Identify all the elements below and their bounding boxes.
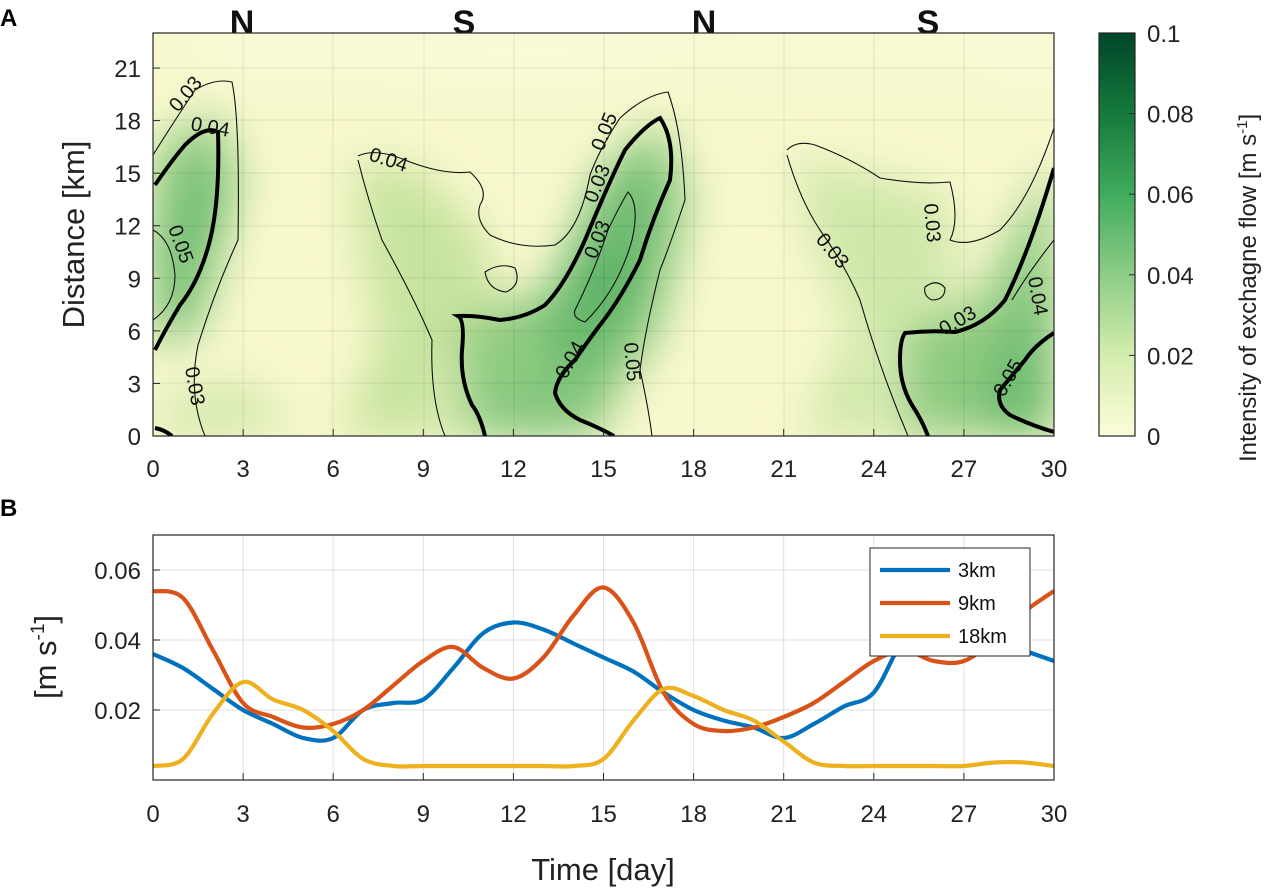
heatmap-y-tick-label: 3 (128, 371, 141, 398)
colorbar-tick-label: 0 (1147, 424, 1160, 451)
line-plot-x-tick-label: 9 (417, 801, 430, 828)
heatmap-x-tick-label: 12 (500, 456, 527, 483)
colorbar-gradient (1098, 32, 1136, 437)
heatmap-x-tick-label: 15 (590, 456, 617, 483)
line-plot-x-tick-label: 15 (590, 801, 617, 828)
colorbar-tick-label: 0.02 (1147, 343, 1194, 370)
heatmap-y-tick-label: 21 (114, 56, 141, 83)
heatmap-x-tick-label: 27 (951, 456, 978, 483)
colorbar-ticks: 0 0.02 0.04 0.06 0.08 0.1 (1129, 21, 1194, 451)
heatmap-y-tick-label: 18 (114, 109, 141, 136)
line-plot-y-axis-label: [m s-1] (28, 615, 63, 699)
heatmap-y-tick-label: 0 (128, 424, 141, 451)
line-plot-x-tick-label: 30 (1041, 801, 1068, 828)
line-plot-x-tick-label: 18 (680, 801, 707, 828)
contour-label: 0.03 (919, 203, 944, 244)
legend: 3km 9km 18km (869, 547, 1031, 657)
heatmap-x-tick-label: 3 (236, 456, 249, 483)
heatmap-x-tick-label: 6 (327, 456, 340, 483)
line-plot-y-tick-label: 0.04 (94, 628, 141, 655)
line-plot-x-tick-label: 6 (327, 801, 340, 828)
heatmap-x-tick-label: 18 (680, 456, 707, 483)
line-plot: 0 3 6 9 12 15 18 21 24 27 30 0.02 0.04 0.06 Time [day… (28, 534, 1067, 887)
colorbar-tick-label: 0.04 (1147, 263, 1194, 290)
series-line-18km (153, 679, 1054, 769)
legend-label-18km: 18km (958, 626, 1007, 648)
heatmap-y-tick-label: 9 (128, 266, 141, 293)
line-plot-x-tick-label: 24 (860, 801, 887, 828)
line-plot-y-tick-label: 0.02 (94, 698, 141, 725)
contour-label: 0.05 (619, 342, 644, 383)
heatmap-y-tick-label: 15 (114, 161, 141, 188)
line-plot-x-tick-label: 0 (146, 801, 159, 828)
colorbar-tick-label: 0.06 (1147, 182, 1194, 209)
line-plot-axes: 0 3 6 9 12 15 18 21 24 27 30 0.02 0.04 0.06 (94, 558, 1067, 828)
colorbar: 0 0.02 0.04 0.06 0.08 0.1 Intensity of exchag… (1098, 21, 1262, 462)
heatmap-grid (153, 33, 1054, 436)
colorbar-tick-label: 0.08 (1147, 102, 1194, 129)
panel-a-label: A (0, 5, 17, 32)
panel-b-label: B (0, 495, 17, 522)
line-plot-y-tick-label: 0.06 (94, 558, 141, 585)
heatmap-y-tick-label: 6 (128, 319, 141, 346)
legend-label-3km: 3km (958, 560, 996, 582)
colorbar-label: Intensity of exchagne flow [m s-1] (1234, 114, 1262, 462)
heatmap-x-tick-label: 24 (860, 456, 887, 483)
contours-thin (153, 80, 1054, 436)
heatmap-y-axis-label: Distance [km] (56, 141, 91, 329)
heatmap-x-tick-label: 30 (1041, 456, 1068, 483)
colorbar-tick-label: 0.1 (1147, 21, 1180, 48)
line-plot-x-tick-label: 21 (770, 801, 797, 828)
heatmap-x-tick-label: 9 (417, 456, 430, 483)
line-plot-x-tick-label: 3 (236, 801, 249, 828)
heatmap-plot: 0.03 0.04 0.05 0.03 0.04 0.05 0.03 0.03 … (152, 32, 1055, 437)
heatmap-x-tick-label: 0 (146, 456, 159, 483)
contours-thick (153, 115, 1054, 436)
heatmap-axes: 0 3 6 9 12 15 18 21 24 27 30 0 3 6 9 12 15 18 21 (114, 56, 1067, 483)
heatmap-field (153, 36, 1054, 436)
line-plot-x-axis-label: Time [day] (531, 852, 675, 887)
line-plot-x-tick-label: 12 (500, 801, 527, 828)
heatmap-x-tick-label: 21 (770, 456, 797, 483)
line-plot-x-tick-label: 27 (951, 801, 978, 828)
heatmap-y-tick-label: 12 (114, 214, 141, 241)
legend-label-9km: 9km (958, 593, 996, 615)
